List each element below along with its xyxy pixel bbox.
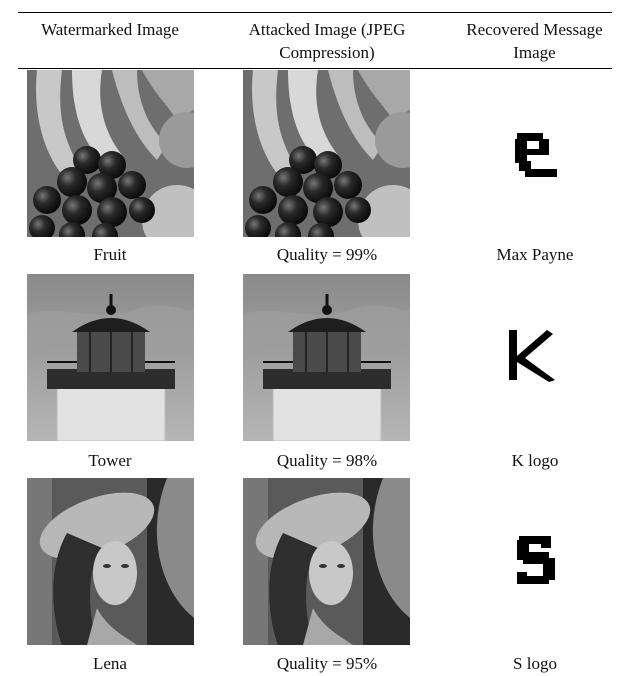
caption: Quality = 95% [276, 654, 378, 673]
recovered-image [517, 536, 555, 584]
attacked-image [243, 478, 410, 645]
caption: K logo [511, 451, 559, 470]
watermarked-image [27, 274, 194, 441]
recovered-image [515, 133, 557, 177]
caption: S logo [513, 654, 557, 673]
caption: Tower [88, 451, 132, 470]
caption: Lena [93, 654, 127, 673]
caption: Quality = 99% [276, 245, 378, 264]
caption: Max Payne [496, 245, 574, 264]
watermarked-image [27, 478, 194, 645]
top-rule [18, 12, 612, 13]
attacked-image [243, 70, 410, 237]
watermarked-image [27, 70, 194, 237]
caption: Quality = 98% [276, 451, 378, 470]
attacked-image [243, 274, 410, 441]
header-cell: Attacked Image (JPEG Compression) [248, 20, 406, 62]
header-cell: Recovered Message Image [466, 20, 603, 62]
header-rule [18, 68, 612, 69]
header-cell: Watermarked Image [41, 20, 179, 39]
caption: Fruit [93, 245, 127, 264]
recovered-image [509, 330, 555, 382]
